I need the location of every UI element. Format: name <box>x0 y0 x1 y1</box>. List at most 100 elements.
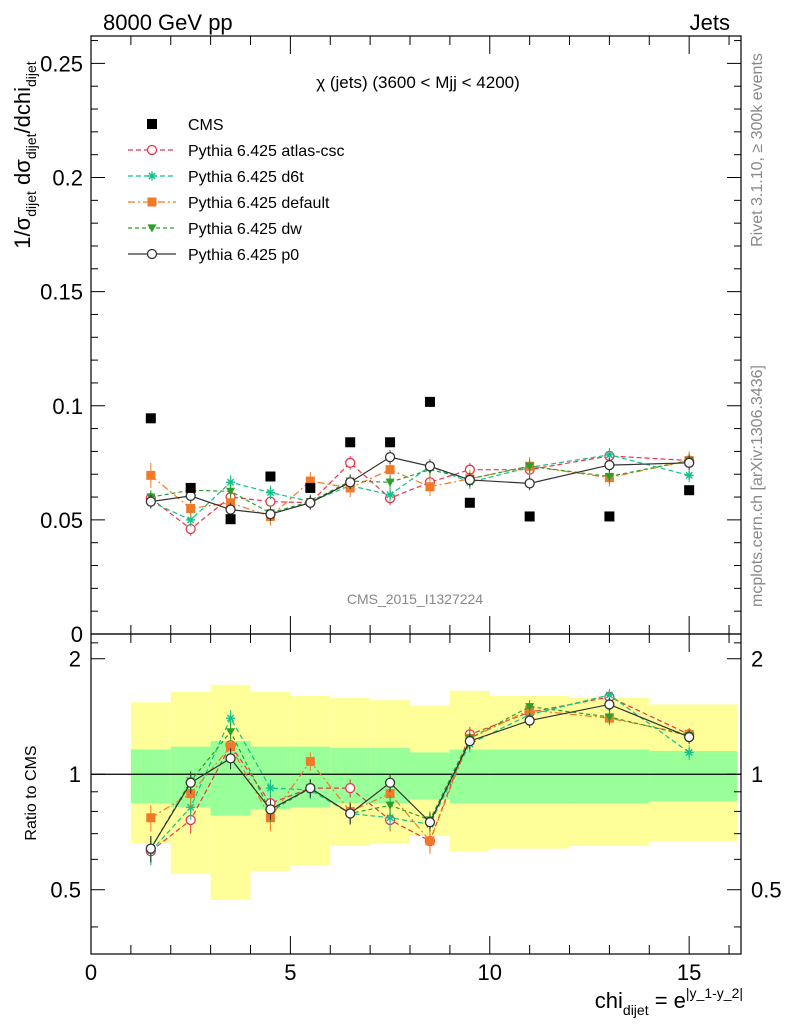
x-tick-label-0: 0 <box>85 960 97 985</box>
ratio-band-inner-8 <box>449 749 490 804</box>
xlabel-eq: = e <box>649 988 686 1013</box>
main-ytick-label-4: 0.2 <box>52 166 83 191</box>
ratio-series-layer <box>145 688 695 866</box>
ratio-point-1-6-shape <box>385 813 395 823</box>
ratio-line-4 <box>150 703 690 849</box>
ratio-point-3-10-shape <box>604 713 614 722</box>
ratio-point-2-2-shape <box>226 742 236 752</box>
ratio-point-3-6-shape <box>385 801 395 810</box>
series-point-4-9 <box>524 478 535 489</box>
ratio-panel: 0.5 1 2 0.5 1 2 Ratio to CMS <box>23 633 782 955</box>
main-y-axis: 0 0.05 0.1 0.15 0.2 0.25 <box>40 40 741 647</box>
cms-point-2-shape <box>225 514 236 525</box>
series-line-1 <box>150 454 690 521</box>
cms-point-6-shape <box>385 437 396 448</box>
ratio-point-2-6 <box>385 789 395 799</box>
main-ytick-label-0: 0 <box>71 622 83 647</box>
legend-marker-cms-shape <box>147 119 157 129</box>
ratio-point-3-9-shape <box>525 703 535 712</box>
ratio-point-2-4-shape <box>305 756 315 766</box>
ylabel-sub-b: dijet <box>23 133 39 159</box>
series-point-4-7-shape <box>424 461 436 472</box>
ratio-point-4-3-shape <box>265 804 276 815</box>
series-point-3-2-shape <box>226 487 236 496</box>
legend-label-3: Pythia 6.425 dw <box>188 221 302 238</box>
series-point-3-10-shape <box>604 472 614 482</box>
series-point-1-6-shape <box>385 490 395 500</box>
ratio-point-4-2 <box>225 753 236 764</box>
series-point-4-4-shape <box>305 497 316 508</box>
series-point-2-7 <box>425 482 435 492</box>
ratio-point-4-5-shape <box>345 808 356 819</box>
ratio-point-4-10 <box>604 699 615 710</box>
series-point-4-10-shape <box>604 459 615 471</box>
ratio-point-4-5 <box>345 808 356 819</box>
legend: CMS Pythia 6.425 atlas-csc Pythia 6.425 d6… <box>128 117 345 264</box>
series-point-4-4 <box>305 497 316 508</box>
legend-marker-0-shape <box>146 144 158 156</box>
main-ytick-label-1: 0.05 <box>40 508 83 533</box>
cms-point-4 <box>305 482 316 493</box>
series-point-1-6 <box>385 490 395 500</box>
ratio-line-1 <box>150 694 690 852</box>
cms-point-11-shape <box>684 485 695 496</box>
ratio-point-4-8 <box>464 735 475 747</box>
ratio-ytick-label-1: 1 <box>69 762 81 787</box>
ratio-band-inner-0 <box>130 749 171 804</box>
legend-label-cms: CMS <box>188 117 224 134</box>
series-point-3-9 <box>525 462 535 471</box>
series-point-4-2 <box>225 504 236 515</box>
cms-point-7-shape <box>424 396 435 407</box>
ratio-point-4-0 <box>145 843 156 854</box>
ratio-band-inner-10 <box>569 749 650 804</box>
cms-point-0 <box>145 413 156 424</box>
ratio-point-2-7 <box>425 836 435 846</box>
header-left: 8000 GeV pp <box>103 10 233 35</box>
ratio-point-0-5 <box>345 782 356 794</box>
legend-marker-2 <box>147 197 157 207</box>
series-point-1-3-shape <box>265 487 275 497</box>
ylabel-part-a: 1/σ <box>10 216 35 248</box>
cms-point-11 <box>684 485 695 496</box>
ratio-point-1-3-shape <box>265 783 275 793</box>
ratio-ytick-label-2: 2 <box>69 647 81 672</box>
cms-point-2 <box>225 514 236 525</box>
cms-point-3 <box>265 471 276 482</box>
xlabel-sup: |y_1-y_2| <box>686 985 743 1001</box>
x-axis: 0 5 10 15 <box>85 36 730 985</box>
ratio-point-3-9 <box>525 703 535 712</box>
series-point-4-8 <box>464 474 475 486</box>
ratio-point-3-6 <box>385 801 395 810</box>
series-point-0-5-shape <box>345 457 356 468</box>
series-point-2-1 <box>186 503 196 513</box>
legend-marker-1 <box>147 171 157 181</box>
ratio-point-4-9-shape <box>524 715 535 726</box>
series-point-4-0 <box>145 496 156 507</box>
ratio-point-4-8-shape <box>464 735 475 747</box>
series-point-4-3 <box>265 509 276 520</box>
ratio-frame <box>90 633 742 955</box>
ratio-point-4-9 <box>524 715 535 726</box>
legend-marker-4 <box>146 248 158 260</box>
cms-point-3-shape <box>265 471 276 482</box>
series-point-4-2-shape <box>225 504 236 515</box>
ratio-point-3-2 <box>226 728 236 737</box>
cms-point-9 <box>524 511 535 522</box>
cms-point-5 <box>345 437 356 448</box>
series-point-3-9-shape <box>525 462 535 471</box>
mcplots-label: mcplots.cern.ch [arXiv:1306.3436] <box>749 365 766 607</box>
series-point-2-0-shape <box>146 470 156 480</box>
legend-marker-2-shape <box>147 197 157 207</box>
cms-point-10-shape <box>604 511 615 522</box>
series-point-2-1-shape <box>186 503 196 513</box>
ratio-point-1-2-shape <box>226 713 236 723</box>
main-title: χ (jets) (3600 < Mjj < 4200) <box>316 73 520 92</box>
rivet-label: Rivet 3.1.10, ≥ 300k events <box>749 53 766 247</box>
ratio-y-label: Ratio to CMS <box>23 745 40 840</box>
ratio-point-4-0-shape <box>145 843 156 854</box>
series-point-1-1 <box>186 515 196 525</box>
legend-label-0: Pythia 6.425 atlas-csc <box>188 143 345 160</box>
x-tick-label-3: 15 <box>677 960 701 985</box>
cms-point-8 <box>464 497 475 508</box>
cms-point-6 <box>385 437 396 448</box>
